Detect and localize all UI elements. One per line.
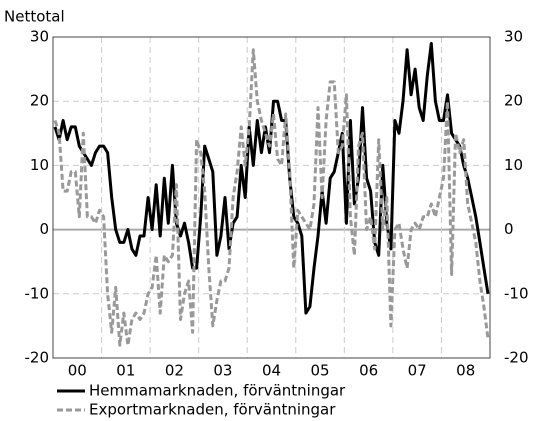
series-line: [53, 48, 490, 347]
x-tick-label: 06: [359, 362, 378, 380]
y-tick-label: 20: [30, 92, 49, 110]
legend-label: Exportmarknaden, förväntningar: [89, 401, 336, 419]
y-tick-label: 10: [30, 156, 49, 174]
y-tick-label: -10: [25, 284, 50, 302]
series-line: [53, 41, 490, 315]
x-tick-label: 07: [408, 362, 427, 380]
y-tick-label: 30: [30, 28, 49, 46]
y2-tick-label: 20: [504, 92, 523, 110]
y2-tick-label: 10: [504, 156, 523, 174]
y2-tick-label: -10: [504, 284, 529, 302]
y-axis-title: Nettotal: [4, 8, 65, 26]
y2-tick-label: 30: [504, 28, 523, 46]
x-tick-label: 01: [116, 362, 135, 380]
plot-frame: [52, 36, 491, 359]
x-tick-label: 04: [262, 362, 281, 380]
x-tick-label: 00: [68, 362, 87, 380]
x-tick-label: 02: [165, 362, 184, 380]
y-tick-label: -20: [25, 349, 50, 367]
x-tick-label: 03: [213, 362, 232, 380]
x-tick-label: 05: [311, 362, 330, 380]
y2-tick-label: 0: [504, 220, 514, 238]
x-tick-label: 08: [456, 362, 475, 380]
y-tick-label: 0: [39, 220, 49, 238]
legend-label: Hemmamarknaden, förväntningar: [89, 382, 346, 400]
y2-tick-label: -20: [504, 349, 529, 367]
